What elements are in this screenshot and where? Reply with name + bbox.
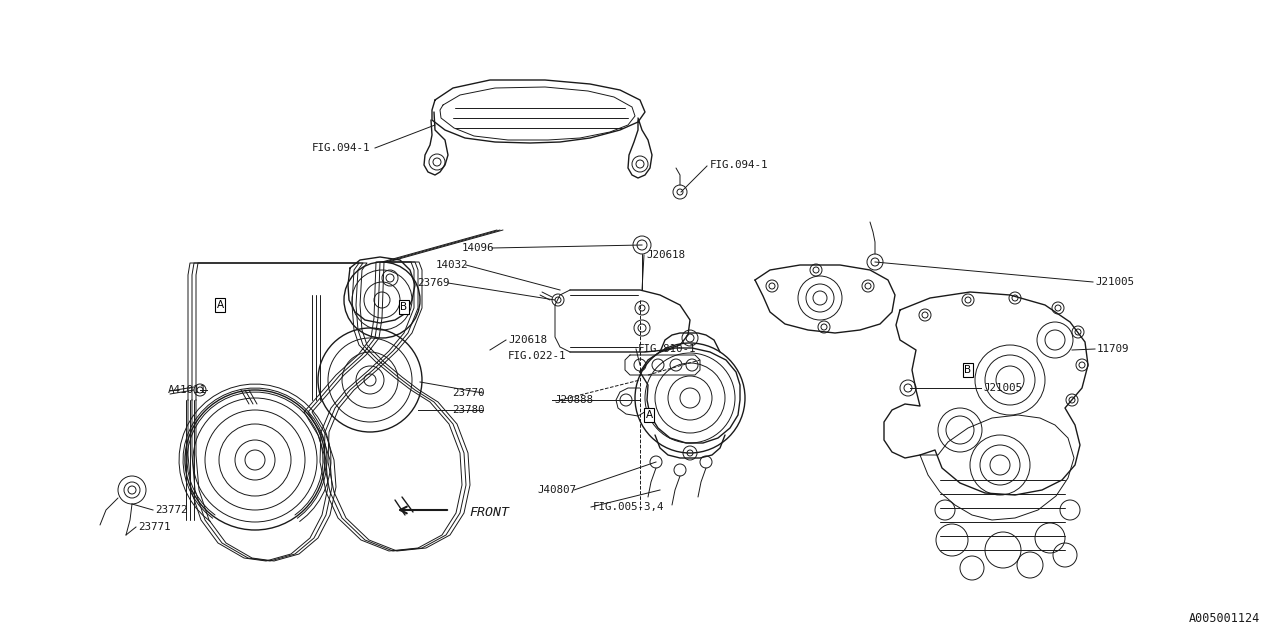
Text: 23769: 23769 — [417, 278, 451, 288]
Text: J20618: J20618 — [646, 250, 685, 260]
Text: B: B — [964, 365, 972, 375]
Text: FIG.005-3,4: FIG.005-3,4 — [593, 502, 664, 512]
Text: 23770: 23770 — [453, 388, 485, 398]
Text: J20888: J20888 — [554, 395, 593, 405]
Text: 14096: 14096 — [462, 243, 494, 253]
Text: J21005: J21005 — [983, 383, 1021, 393]
Text: FRONT: FRONT — [468, 506, 509, 518]
Text: A41011: A41011 — [168, 385, 207, 395]
Text: J20618: J20618 — [508, 335, 547, 345]
Text: A: A — [645, 410, 653, 420]
Text: J40807: J40807 — [538, 485, 576, 495]
Text: B: B — [401, 302, 407, 312]
Text: FIG.094-1: FIG.094-1 — [710, 160, 768, 170]
Text: A: A — [216, 300, 224, 310]
Text: 23772: 23772 — [155, 505, 187, 515]
Text: FIG.810-1: FIG.810-1 — [637, 344, 696, 354]
Text: J21005: J21005 — [1094, 277, 1134, 287]
Text: 23771: 23771 — [138, 522, 170, 532]
Text: 11709: 11709 — [1097, 344, 1129, 354]
Text: FIG.022-1: FIG.022-1 — [508, 351, 567, 361]
Text: 23780: 23780 — [453, 405, 485, 415]
Text: A005001124: A005001124 — [1189, 612, 1260, 625]
Text: FIG.094-1: FIG.094-1 — [311, 143, 370, 153]
Text: 14032: 14032 — [435, 260, 468, 270]
